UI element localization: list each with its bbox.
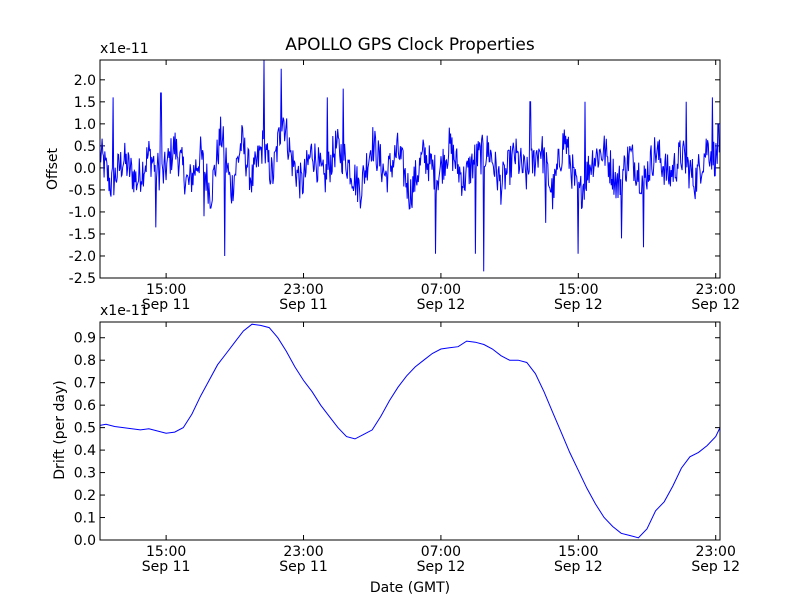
ytick-label: 1.5: [74, 95, 96, 111]
ytick-label: 0.6: [74, 398, 96, 414]
drift-series-line: [99, 323, 721, 539]
offset-ylabel: Offset: [45, 147, 61, 190]
offset-series-line: [99, 59, 721, 272]
x-axis-label: Date (GMT): [370, 580, 450, 596]
ytick-label: 0.8: [74, 353, 96, 369]
ytick-label: -1.0: [69, 205, 96, 221]
xtick-sublabel: Sep 12: [691, 297, 740, 313]
ytick-label: 0.5: [74, 421, 96, 437]
ytick-label: 0.2: [74, 488, 96, 504]
chart-title: APOLLO GPS Clock Properties: [285, 35, 535, 55]
xtick-sublabel: Sep 11: [142, 297, 191, 313]
xtick-sublabel: Sep 12: [554, 297, 603, 313]
xtick-label: 23:00: [696, 282, 736, 298]
offset-exponent-label: x1e-11: [100, 41, 149, 57]
ytick-label: -2.5: [69, 271, 96, 287]
xtick-label: 07:00: [421, 544, 461, 560]
ytick-label: 0.0: [74, 161, 96, 177]
ytick-label: 0.9: [74, 331, 96, 347]
ytick-label: -1.5: [69, 227, 96, 243]
ytick-label: 1.0: [74, 117, 96, 133]
ytick-label: -0.5: [69, 183, 96, 199]
xtick-sublabel: Sep 12: [417, 559, 466, 575]
xtick-sublabel: Sep 11: [279, 297, 328, 313]
xtick-sublabel: Sep 12: [554, 559, 603, 575]
offset-panel: x1e-11 Offset 2.0 1.5 1.0 0.5 0.0 -0.5 -1.0 -1.…: [45, 41, 740, 313]
ytick-label: -2.0: [69, 249, 96, 265]
xtick-label: 15:00: [146, 544, 186, 560]
xtick-label: 07:00: [421, 282, 461, 298]
xtick-label: 23:00: [283, 282, 323, 298]
ytick-label: 0.1: [74, 511, 96, 527]
drift-exponent-label: x1e-11: [100, 303, 149, 319]
drift-plot-frame: [99, 321, 721, 541]
xtick-label: 23:00: [283, 544, 323, 560]
xtick-label: 15:00: [146, 282, 186, 298]
drift-ylabel: Drift (per day): [52, 380, 68, 479]
xtick-sublabel: Sep 11: [142, 559, 191, 575]
xtick-label: 15:00: [558, 282, 598, 298]
offset-plot-frame: [99, 59, 721, 279]
xtick-label: 23:00: [696, 544, 736, 560]
xtick-sublabel: Sep 12: [417, 297, 466, 313]
ytick-label: 0.5: [74, 139, 96, 155]
xtick-sublabel: Sep 11: [279, 559, 328, 575]
ytick-label: 0.7: [74, 376, 96, 392]
ytick-label: 2.0: [74, 73, 96, 89]
drift-panel: x1e-11 Drift (per day) 0.9 0.8 0.7 0.6 0.5 0.…: [52, 303, 740, 575]
xtick-label: 15:00: [558, 544, 598, 560]
ytick-label: 0.3: [74, 466, 96, 482]
ytick-label: 0.4: [74, 443, 96, 459]
ytick-label: 0.0: [74, 533, 96, 549]
xtick-sublabel: Sep 12: [691, 559, 740, 575]
